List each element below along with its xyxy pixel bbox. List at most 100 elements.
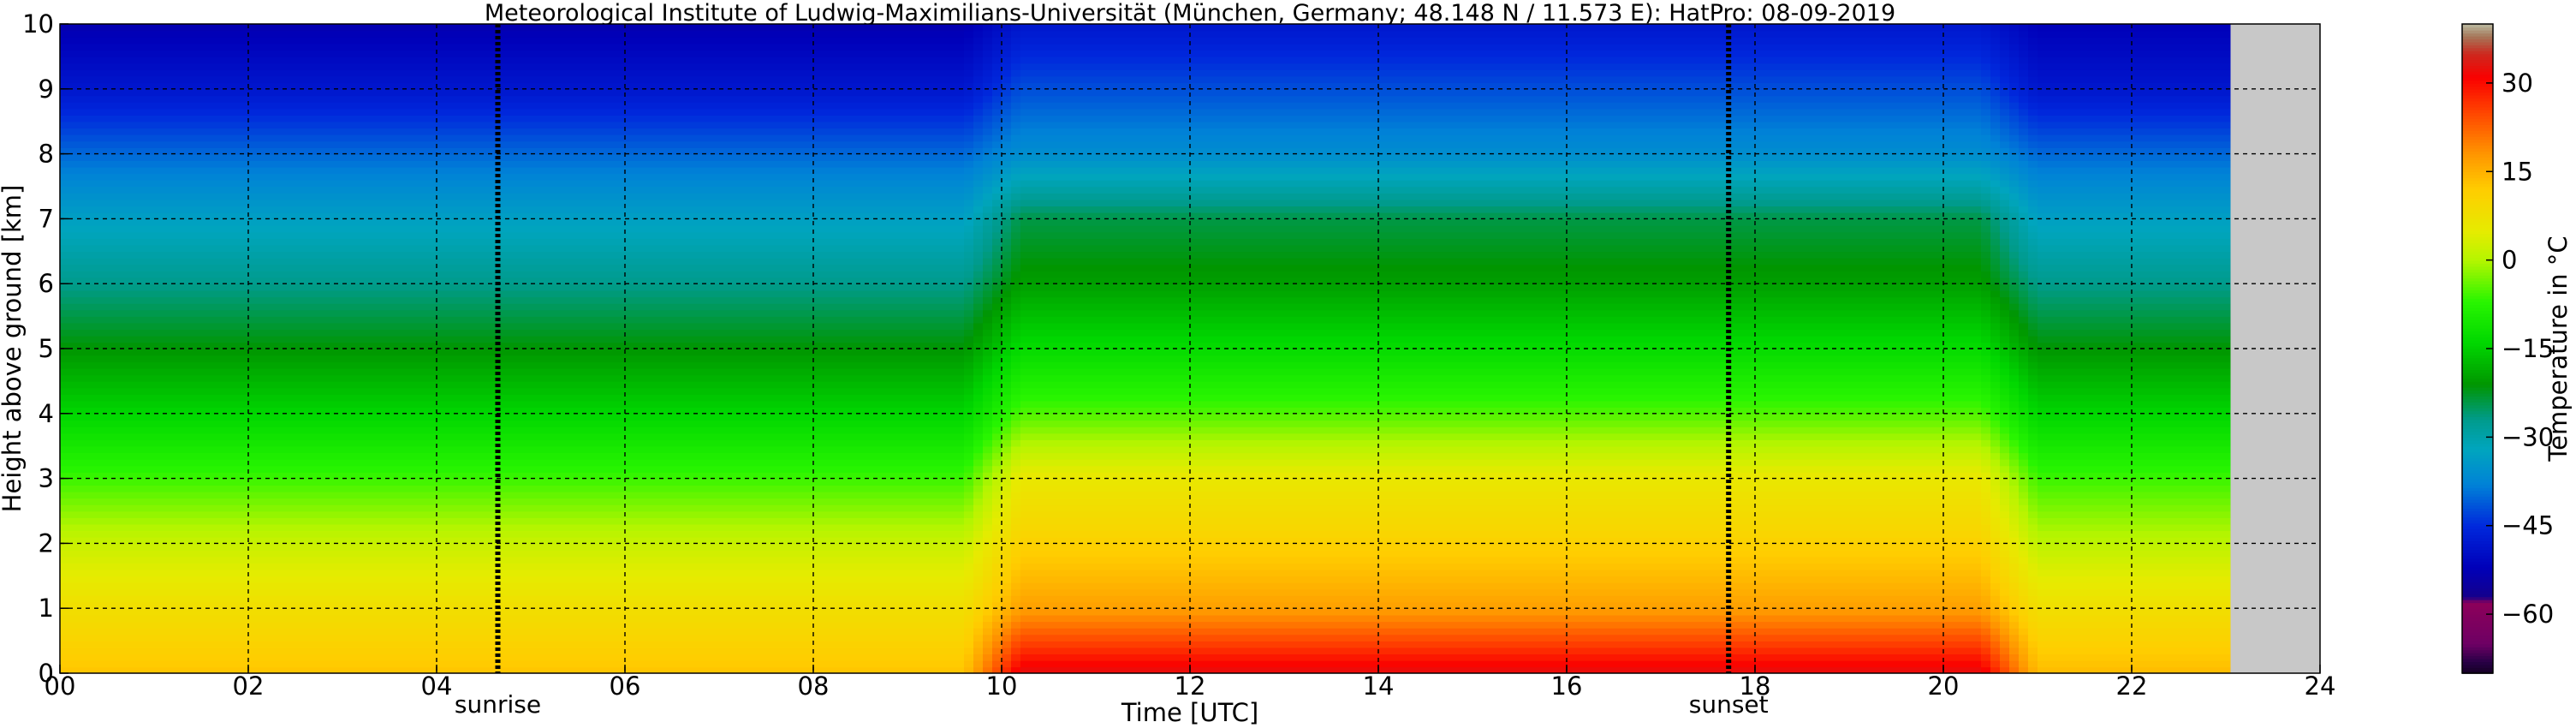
heatmap-cell xyxy=(352,30,362,38)
heatmap-cell xyxy=(503,283,513,291)
heatmap-cell xyxy=(380,621,390,629)
heatmap-cell xyxy=(98,563,108,570)
heatmap-cell xyxy=(192,498,202,505)
heatmap-cell xyxy=(277,387,287,395)
heatmap-cell xyxy=(239,128,249,135)
heatmap-cell xyxy=(418,75,428,84)
heatmap-cell xyxy=(286,355,296,362)
heatmap-cell xyxy=(380,108,390,116)
heatmap-cell xyxy=(399,160,409,168)
heatmap-cell xyxy=(145,302,155,311)
heatmap-cell xyxy=(399,517,409,525)
heatmap-cell xyxy=(211,361,221,369)
heatmap-cell xyxy=(126,452,136,460)
heatmap-cell xyxy=(352,556,362,564)
heatmap-cell xyxy=(258,647,268,655)
heatmap-cell xyxy=(465,316,475,324)
heatmap-cell xyxy=(437,458,447,467)
heatmap-cell xyxy=(267,621,277,629)
heatmap-cell xyxy=(88,160,98,168)
heatmap-cell xyxy=(69,30,80,38)
heatmap-cell xyxy=(88,199,98,207)
heatmap-cell xyxy=(135,426,146,434)
heatmap-cell xyxy=(408,88,419,97)
heatmap-cell xyxy=(512,212,522,220)
heatmap-cell xyxy=(352,614,362,623)
heatmap-cell xyxy=(465,374,475,382)
heatmap-cell xyxy=(380,166,390,175)
heatmap-cell xyxy=(305,498,315,505)
heatmap-cell xyxy=(314,121,324,129)
heatmap-cell xyxy=(116,335,127,343)
heatmap-cell xyxy=(192,634,202,641)
heatmap-cell xyxy=(399,472,409,480)
heatmap-cell xyxy=(446,433,456,440)
heatmap-cell xyxy=(135,556,146,564)
heatmap-cell xyxy=(399,179,409,188)
heatmap-cell xyxy=(474,206,485,213)
heatmap-cell xyxy=(465,659,475,668)
heatmap-cell xyxy=(135,576,146,583)
heatmap-cell xyxy=(314,588,324,596)
heatmap-cell xyxy=(399,199,409,207)
heatmap-cell xyxy=(390,37,400,45)
heatmap-cell xyxy=(342,582,353,590)
heatmap-cell xyxy=(135,69,146,77)
heatmap-cell xyxy=(164,420,174,427)
heatmap-cell xyxy=(69,128,80,135)
heatmap-cell xyxy=(474,75,485,84)
heatmap-cell xyxy=(521,244,532,253)
heatmap-cell xyxy=(512,82,522,90)
heatmap-cell xyxy=(60,147,70,155)
heatmap-cell xyxy=(164,193,174,200)
heatmap-cell xyxy=(437,115,447,122)
heatmap-cell xyxy=(361,166,372,175)
heatmap-cell xyxy=(239,595,249,603)
heatmap-cell xyxy=(229,653,240,661)
heatmap-cell xyxy=(446,582,456,590)
heatmap-cell xyxy=(107,569,117,577)
heatmap-cell xyxy=(474,82,485,90)
heatmap-cell xyxy=(192,601,202,609)
heatmap-cell xyxy=(390,69,400,77)
heatmap-cell xyxy=(229,224,240,233)
heatmap-cell xyxy=(126,231,136,239)
heatmap-cell xyxy=(69,420,80,427)
heatmap-cell xyxy=(390,121,400,129)
heatmap-cell xyxy=(465,549,475,558)
heatmap-cell xyxy=(107,361,117,369)
heatmap-cell xyxy=(408,309,419,317)
heatmap-cell xyxy=(455,302,466,311)
heatmap-cell xyxy=(390,569,400,577)
heatmap-cell xyxy=(258,478,268,486)
heatmap-cell xyxy=(126,569,136,577)
heatmap-cell xyxy=(361,563,372,570)
heatmap-cell xyxy=(474,218,485,226)
heatmap-cell xyxy=(342,387,353,395)
heatmap-cell xyxy=(512,115,522,122)
heatmap-cell xyxy=(399,595,409,603)
heatmap-cell xyxy=(399,277,409,284)
heatmap-cell xyxy=(408,134,419,142)
heatmap-cell xyxy=(267,576,277,583)
heatmap-cell xyxy=(88,244,98,253)
heatmap-cell xyxy=(295,653,306,661)
heatmap-cell xyxy=(173,517,183,525)
heatmap-cell xyxy=(239,601,249,609)
heatmap-cell xyxy=(390,160,400,168)
heatmap-cell xyxy=(154,153,164,161)
heatmap-cell xyxy=(258,43,268,51)
heatmap-cell xyxy=(437,380,447,389)
heatmap-cell xyxy=(371,115,381,122)
heatmap-cell xyxy=(107,95,117,103)
heatmap-cell xyxy=(164,549,174,558)
heatmap-cell xyxy=(88,374,98,382)
heatmap-cell xyxy=(98,88,108,97)
heatmap-cell xyxy=(521,439,532,447)
heatmap-cell xyxy=(361,407,372,415)
heatmap-cell xyxy=(371,601,381,609)
heatmap-cell xyxy=(229,193,240,200)
heatmap-cell xyxy=(116,452,127,460)
heatmap-cell xyxy=(192,329,202,337)
heatmap-cell xyxy=(154,140,164,148)
